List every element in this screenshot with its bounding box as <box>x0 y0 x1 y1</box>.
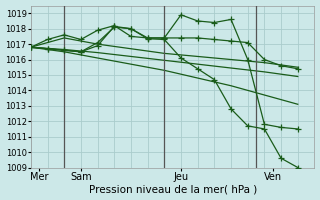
X-axis label: Pression niveau de la mer( hPa ): Pression niveau de la mer( hPa ) <box>89 184 257 194</box>
